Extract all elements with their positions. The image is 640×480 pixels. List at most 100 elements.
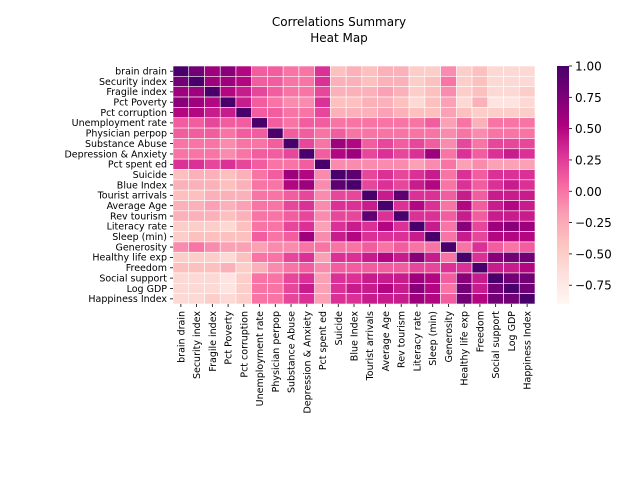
heatmap-cell [424, 251, 441, 263]
heatmap-cell [298, 76, 315, 87]
heatmap-cell [172, 86, 190, 98]
heatmap-cell [330, 293, 347, 305]
heatmap-cell [471, 65, 489, 77]
heatmap-cell [235, 148, 253, 160]
heatmap-cell [377, 179, 394, 191]
heatmap-cell [487, 65, 504, 77]
heatmap-cell [361, 76, 378, 87]
heatmap-cell [251, 117, 268, 129]
heatmap-cell [503, 169, 520, 181]
heatmap-cell [330, 241, 347, 253]
heatmap-cell [503, 200, 520, 212]
column-label: Log GDP [507, 311, 518, 352]
heatmap-cell [251, 169, 268, 181]
column-label: Social support [491, 311, 502, 379]
heatmap-cell [487, 76, 504, 87]
heatmap-cell [518, 148, 536, 160]
heatmap-cell [219, 96, 237, 108]
heatmap-cell [172, 169, 190, 181]
heatmap-cell [345, 262, 363, 274]
heatmap-cell [408, 272, 426, 284]
heatmap-cell [219, 231, 237, 243]
heatmap-cell [408, 76, 426, 87]
heatmap-cell [204, 65, 221, 77]
heatmap-cell [235, 282, 253, 294]
heatmap-cell [204, 117, 221, 129]
heatmap-cell [204, 282, 221, 294]
heatmap-cell [172, 117, 190, 129]
heatmap-cell [455, 251, 473, 263]
heatmap-cell [282, 107, 300, 119]
heatmap-cell [471, 200, 489, 212]
heatmap-cell [503, 148, 520, 160]
heatmap-cell [487, 117, 504, 129]
row-label: Social support [99, 273, 167, 284]
chart-title-line-2: Heat Map [310, 31, 368, 45]
heatmap-cell [267, 76, 284, 87]
heatmap-cell [424, 220, 441, 232]
heatmap-cell [267, 241, 284, 253]
heatmap-cell [314, 127, 331, 139]
heatmap-cell [424, 272, 441, 284]
heatmap-cell [424, 107, 441, 119]
heatmap-cell [455, 86, 473, 98]
heatmap-cell [188, 76, 205, 87]
heatmap-cell [393, 241, 410, 253]
heatmap-cell [172, 179, 190, 191]
heatmap-cell [314, 96, 331, 108]
heatmap-cell [487, 179, 504, 191]
heatmap-cell [219, 272, 237, 284]
column-label: Fragile index [208, 311, 219, 372]
heatmap-cell [424, 210, 441, 222]
heatmap-cell [282, 65, 300, 77]
heatmap-cell [267, 96, 284, 108]
heatmap-cell [298, 96, 315, 108]
heatmap-cell [440, 251, 457, 263]
heatmap-cell [471, 220, 489, 232]
colorbar-tick-label: 0.50 [575, 122, 602, 136]
heatmap-cell [267, 138, 284, 150]
heatmap-cell [393, 65, 410, 77]
heatmap-cell [377, 138, 394, 150]
heatmap-cell [251, 127, 268, 139]
heatmap-cell [345, 148, 363, 160]
heatmap-cell [361, 251, 378, 263]
heatmap-cell [172, 210, 190, 222]
column-label: Healthy life exp [460, 311, 471, 386]
heatmap-cell [298, 241, 315, 253]
heatmap-cell [188, 179, 205, 191]
heatmap-cell [424, 282, 441, 294]
heatmap-cell [455, 138, 473, 150]
heatmap-cell [267, 117, 284, 129]
heatmap-cell [204, 76, 221, 87]
heatmap-cell [345, 96, 363, 108]
heatmap-cell [471, 117, 489, 129]
heatmap-cell [282, 189, 300, 201]
heatmap-cell [188, 117, 205, 129]
heatmap-cell [345, 76, 363, 87]
heatmap-cell [314, 65, 331, 77]
heatmap-cell [361, 148, 378, 160]
heatmap-cell [330, 138, 347, 150]
column-label: Pct spent ed [318, 311, 329, 370]
heatmap-cell [251, 148, 268, 160]
heatmap-cell [345, 117, 363, 129]
heatmap-cell [440, 158, 457, 170]
heatmap-cell [345, 200, 363, 212]
heatmap-cell [204, 138, 221, 150]
heatmap-cell [314, 282, 331, 294]
heatmap-cell [393, 158, 410, 170]
heatmap-cell [393, 231, 410, 243]
row-label: Pct corruption [100, 108, 167, 119]
heatmap-cell [393, 117, 410, 129]
heatmap-cell [298, 272, 315, 284]
heatmap-cell [235, 272, 253, 284]
heatmap-cell [282, 127, 300, 139]
heatmap-cell [487, 241, 504, 253]
heatmap-cell [235, 86, 253, 98]
heatmap-cell [440, 179, 457, 191]
heatmap-cell [219, 282, 237, 294]
heatmap-cell [393, 169, 410, 181]
heatmap-cell [172, 262, 190, 274]
heatmap-cell [267, 293, 284, 305]
